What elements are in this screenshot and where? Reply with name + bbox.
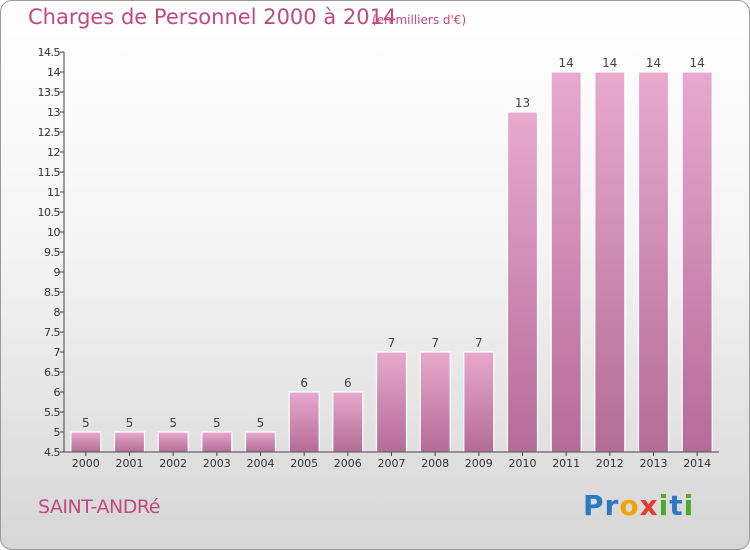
x-tick-label-2001: 2001: [116, 457, 144, 470]
y-tick-label: 10.5: [38, 206, 61, 219]
data-label-2009: 7: [475, 336, 483, 350]
data-label-2002: 5: [169, 416, 177, 430]
x-tick-label-2008: 2008: [421, 457, 449, 470]
bar-2006: [332, 391, 364, 453]
bar-2000: [70, 431, 102, 453]
bar-2005: [288, 391, 320, 453]
x-tick-label-2005: 2005: [290, 457, 318, 470]
bar-2011: [550, 71, 582, 453]
x-tick-label-2010: 2010: [509, 457, 537, 470]
bar-2013: [637, 71, 670, 453]
commune-name: SAINT-ANDRé: [38, 496, 160, 518]
y-tick-label: 11.5: [38, 166, 61, 179]
data-label-2014: 14: [690, 56, 705, 70]
bar-2010: [506, 111, 539, 453]
bar-2003: [201, 431, 233, 453]
proxiti-logo: Proxiti: [583, 489, 694, 522]
x-tick-label-2003: 2003: [203, 457, 231, 470]
y-tick-label: 9: [54, 266, 61, 279]
bar-2002: [157, 431, 189, 453]
y-tick-label: 9.5: [44, 246, 60, 259]
x-tick-label-2013: 2013: [640, 457, 668, 470]
y-tick-label: 14.5: [38, 46, 61, 59]
bar-2014: [681, 71, 713, 453]
y-tick-label: 10: [47, 226, 60, 239]
data-label-2000: 5: [82, 416, 90, 430]
logo-letter: t: [669, 489, 684, 522]
y-tick-label: 8.5: [44, 286, 60, 299]
data-label-2012: 14: [602, 56, 617, 70]
data-label-2013: 14: [646, 56, 661, 70]
y-tick-label: 7.5: [44, 326, 60, 339]
y-tick-label: 5.5: [44, 406, 60, 419]
y-tick-label: 12: [47, 146, 60, 159]
logo-letter: P: [583, 489, 605, 522]
y-tick-label: 14: [47, 66, 60, 79]
y-tick-label: 7: [54, 346, 61, 359]
y-tick-label: 13.5: [38, 86, 61, 99]
bar-series: 5 5 5 5 5 6 6 7 7 7 13 14 14 14 14: [70, 56, 713, 453]
data-label-2001: 5: [126, 416, 134, 430]
data-label-2005: 6: [300, 376, 308, 390]
chart-subtitle: (en milliers d'€): [372, 13, 467, 27]
x-tick-label-2004: 2004: [247, 457, 275, 470]
data-label-2004: 5: [257, 416, 265, 430]
y-tick-label: 13: [47, 106, 60, 119]
y-tick-label: 6: [54, 386, 61, 399]
data-label-2010: 13: [515, 96, 530, 110]
y-tick-label: 11: [47, 186, 60, 199]
x-tick-label-2002: 2002: [159, 457, 187, 470]
bar-2008: [419, 351, 451, 453]
logo-letter: o: [619, 489, 640, 522]
x-tick-label-2011: 2011: [552, 457, 580, 470]
y-tick-label: 8: [54, 306, 61, 319]
chart-title: Charges de Personnel 2000 à 2014: [28, 5, 397, 29]
x-tick-label-2014: 2014: [683, 457, 711, 470]
data-label-2006: 6: [344, 376, 352, 390]
bar-2012: [594, 71, 626, 453]
x-tick-label-2009: 2009: [465, 457, 493, 470]
data-label-2007: 7: [388, 336, 396, 350]
y-tick-label: 12.5: [38, 126, 61, 139]
x-tick-label-2006: 2006: [334, 457, 362, 470]
logo-letter: r: [604, 489, 620, 522]
y-tick-label: 5: [54, 426, 61, 439]
bar-2001: [113, 431, 146, 453]
axes: 2000 2001 2002 2003 2004 2005 2006 2007 2008 2009…: [38, 46, 719, 470]
logo-letter: x: [639, 489, 659, 522]
logo-letter: i: [683, 489, 695, 522]
data-label-2003: 5: [213, 416, 221, 430]
y-tick-label: 6.5: [44, 366, 60, 379]
y-tick-label: 4.5: [44, 446, 60, 459]
data-label-2008: 7: [431, 336, 439, 350]
bar-2007: [375, 351, 408, 453]
bar-2009: [463, 351, 495, 453]
data-label-2011: 14: [559, 56, 574, 70]
x-tick-label-2007: 2007: [378, 457, 406, 470]
logo-letter: i: [658, 489, 670, 522]
x-tick-label-2000: 2000: [72, 457, 100, 470]
x-tick-label-2012: 2012: [596, 457, 624, 470]
bar-2004: [244, 431, 277, 453]
